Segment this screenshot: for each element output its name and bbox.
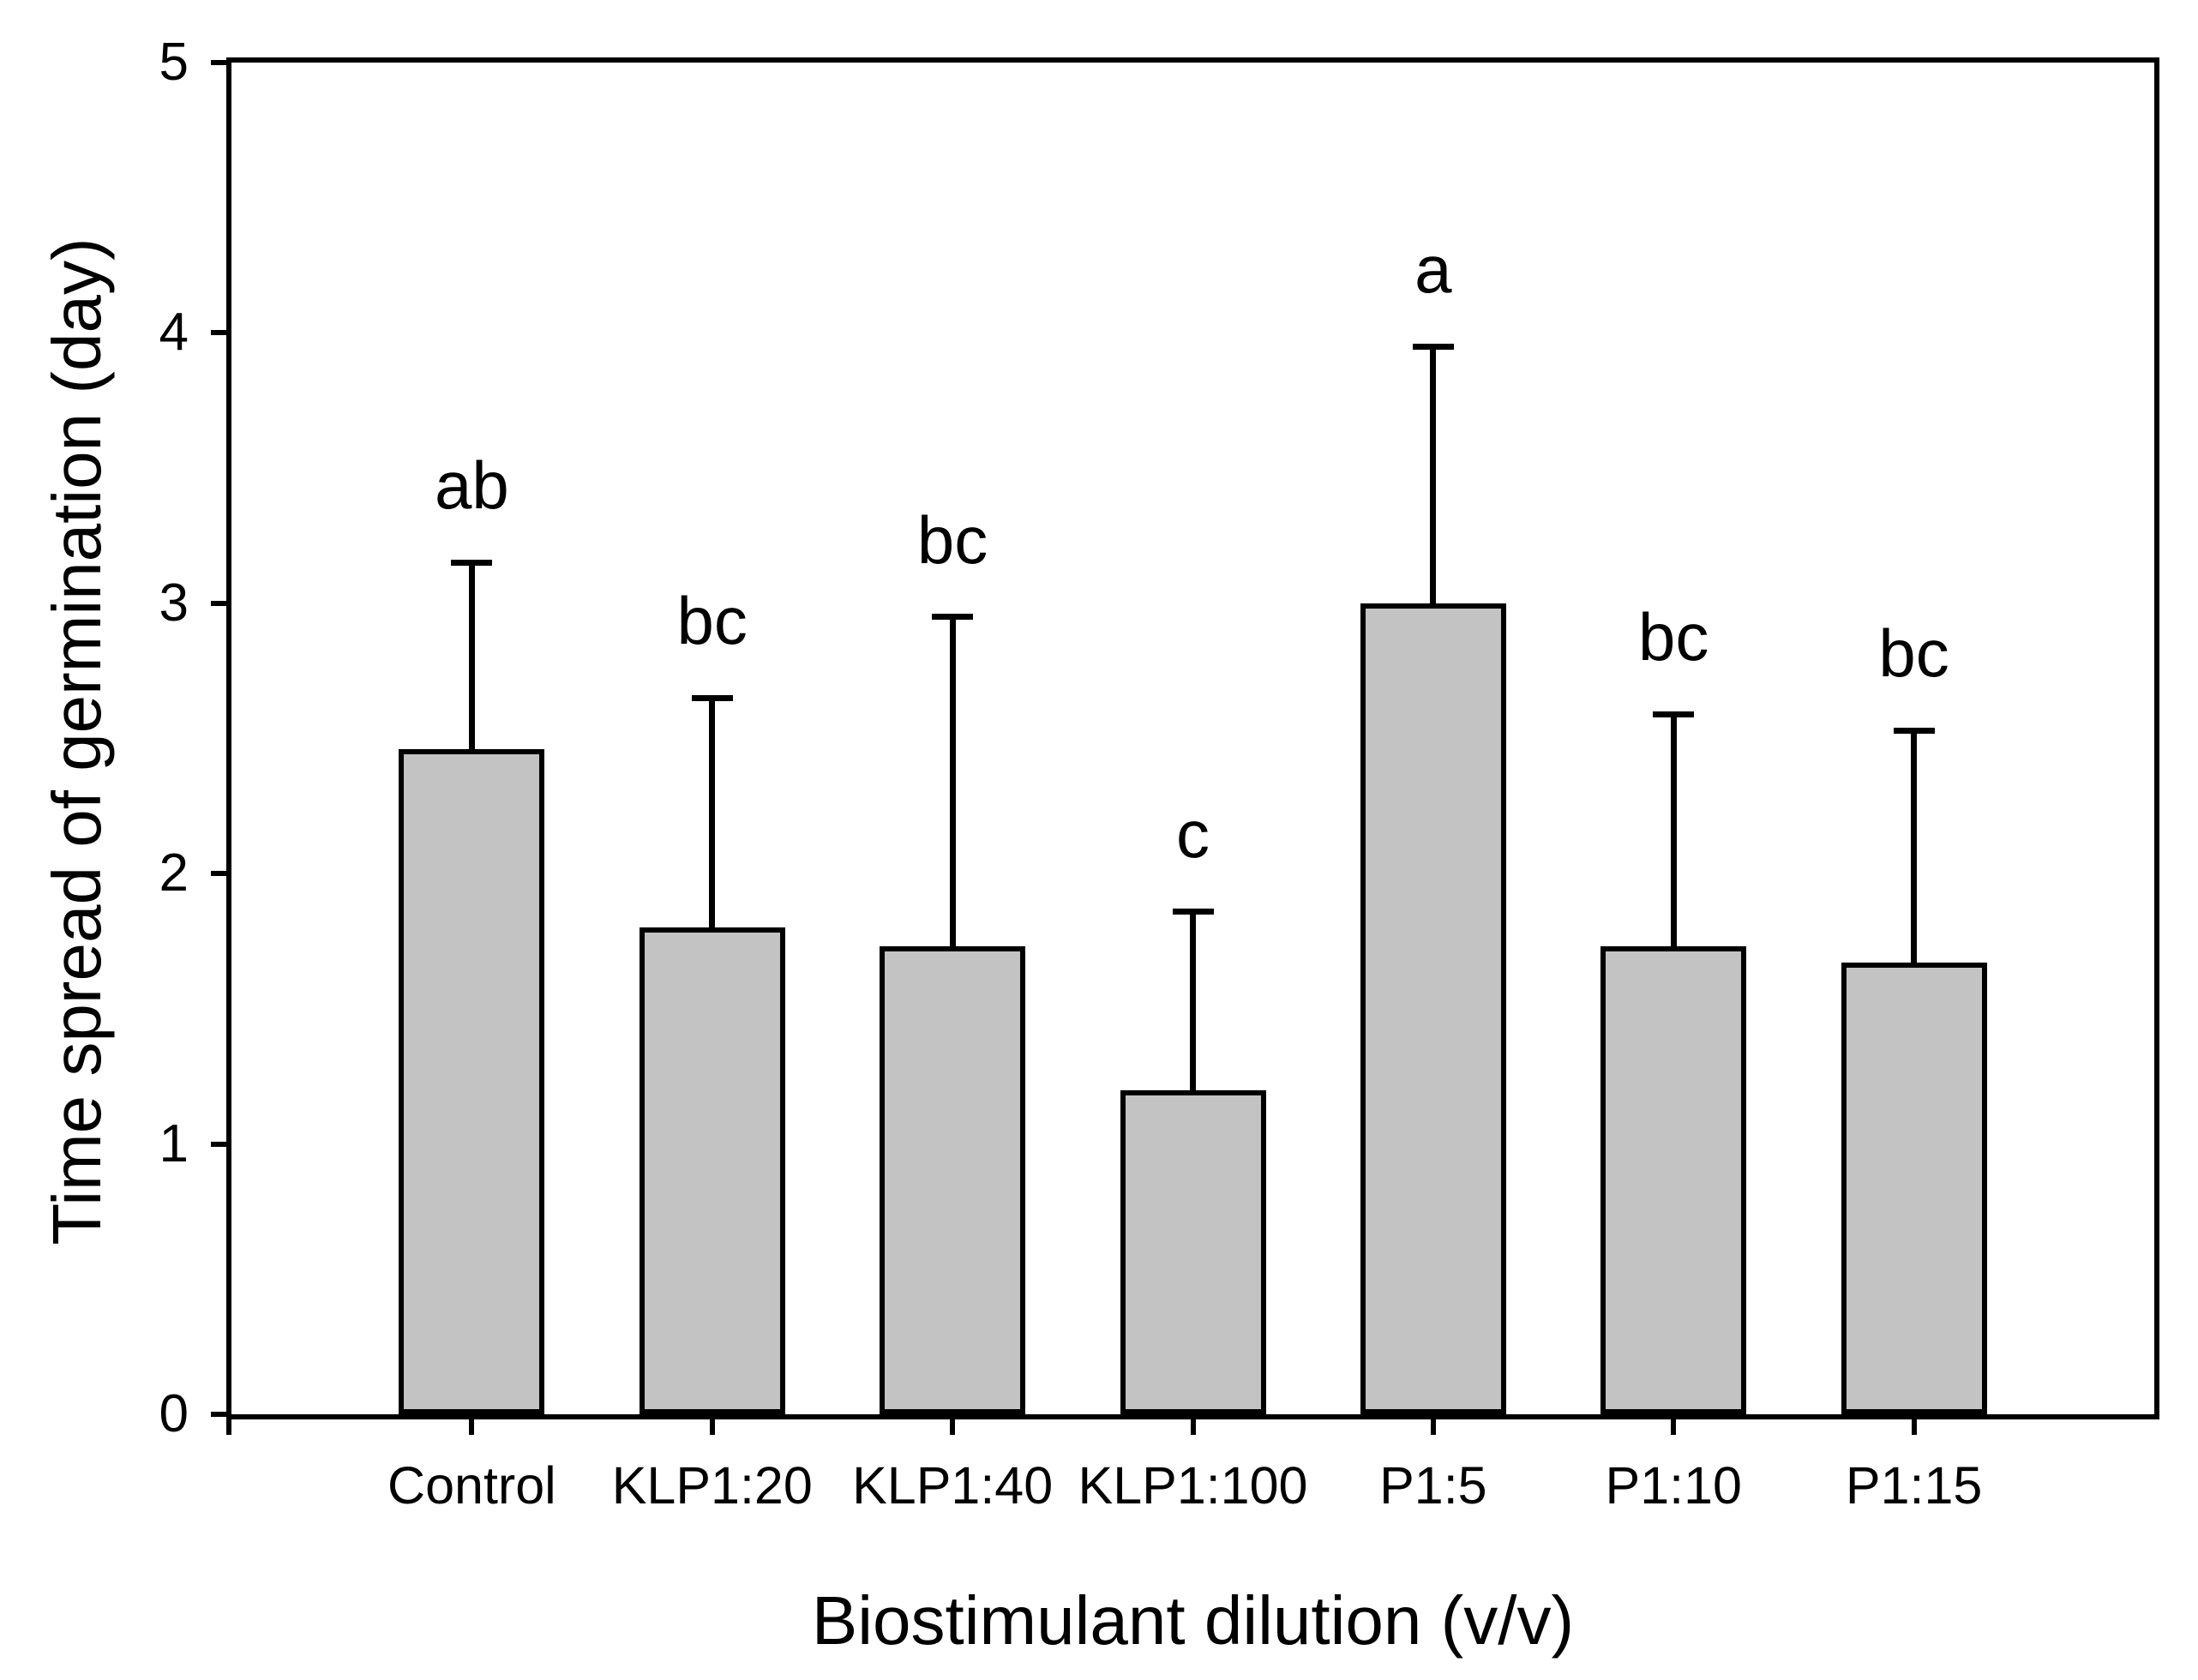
significance-letter: ab bbox=[434, 447, 509, 524]
error-bar-cap bbox=[451, 559, 493, 566]
error-bar-cap bbox=[1172, 908, 1214, 915]
y-tick-label: 2 bbox=[159, 843, 189, 903]
x-axis-title: Biostimulant dilution (v/v) bbox=[811, 1582, 1575, 1659]
y-tick-label: 4 bbox=[159, 303, 189, 363]
x-tick-mark bbox=[709, 1414, 715, 1435]
x-category-label: KLP1:40 bbox=[852, 1456, 1054, 1515]
x-tick-mark bbox=[1190, 1414, 1196, 1435]
bar bbox=[1360, 603, 1506, 1414]
x-category-label: P1:15 bbox=[1845, 1456, 1983, 1515]
y-tick-mark bbox=[211, 1141, 231, 1147]
x-category-label: KLP1:20 bbox=[611, 1456, 813, 1515]
x-tick-mark bbox=[1911, 1414, 1917, 1435]
x-category-label: P1:5 bbox=[1379, 1456, 1487, 1515]
y-tick-label: 0 bbox=[159, 1384, 189, 1443]
error-bar-stem bbox=[1190, 911, 1196, 1090]
error-bar-stem bbox=[1430, 346, 1437, 603]
y-tick-label: 5 bbox=[159, 33, 189, 92]
significance-letter: bc bbox=[676, 583, 748, 659]
y-tick-mark bbox=[211, 330, 231, 336]
bar bbox=[639, 927, 785, 1414]
bar bbox=[880, 946, 1026, 1414]
error-bar-stem bbox=[949, 616, 956, 947]
y-tick-mark bbox=[211, 1412, 231, 1417]
significance-letter: bc bbox=[916, 501, 988, 578]
error-bar-stem bbox=[468, 562, 475, 750]
axis-origin-tail bbox=[226, 1414, 231, 1435]
y-axis-title: Time spread of germination (day) bbox=[39, 237, 115, 1245]
bar bbox=[1841, 963, 1987, 1414]
error-bar-stem bbox=[709, 698, 716, 928]
y-tick-label: 3 bbox=[159, 573, 189, 633]
x-tick-mark bbox=[469, 1414, 475, 1435]
error-bar-cap bbox=[1893, 727, 1935, 734]
error-bar-cap bbox=[1653, 711, 1695, 717]
y-tick-mark bbox=[211, 60, 231, 65]
error-bar-stem bbox=[1911, 730, 1918, 963]
bar bbox=[399, 749, 545, 1414]
significance-letter: bc bbox=[1638, 599, 1709, 675]
x-tick-mark bbox=[950, 1414, 956, 1435]
x-category-label: P1:10 bbox=[1605, 1456, 1742, 1515]
error-bar-stem bbox=[1670, 714, 1677, 947]
error-bar-cap bbox=[932, 614, 974, 621]
significance-letter: a bbox=[1414, 231, 1452, 308]
error-bar-cap bbox=[691, 694, 733, 701]
y-tick-label: 1 bbox=[159, 1113, 189, 1173]
significance-letter: bc bbox=[1878, 615, 1949, 692]
y-tick-mark bbox=[211, 600, 231, 606]
bar bbox=[1600, 946, 1747, 1414]
x-tick-mark bbox=[1671, 1414, 1677, 1435]
error-bar-cap bbox=[1412, 343, 1454, 350]
x-tick-mark bbox=[1430, 1414, 1436, 1435]
x-category-label: Control bbox=[387, 1456, 556, 1515]
bar bbox=[1120, 1089, 1266, 1414]
y-tick-mark bbox=[211, 871, 231, 877]
x-category-label: KLP1:100 bbox=[1078, 1456, 1308, 1515]
significance-letter: c bbox=[1176, 796, 1210, 873]
